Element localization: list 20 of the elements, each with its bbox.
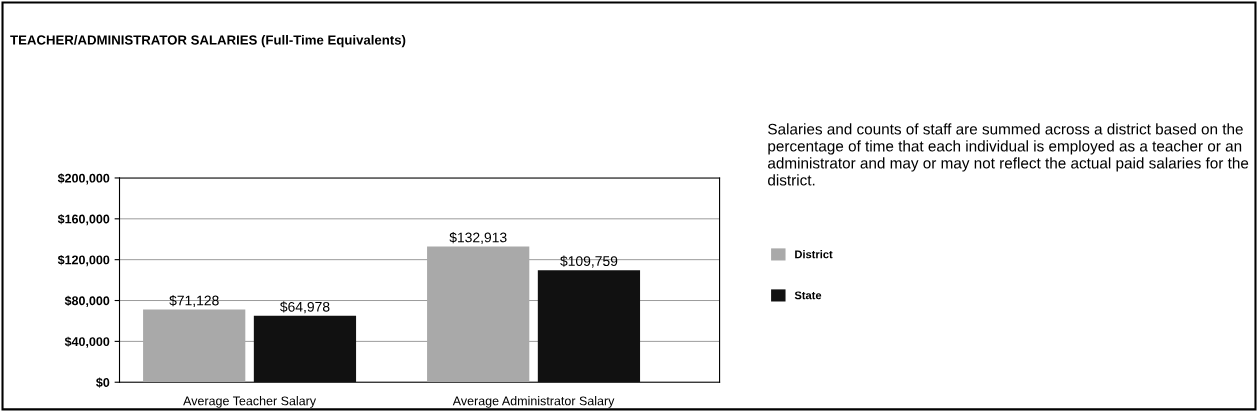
bar bbox=[143, 309, 246, 383]
x-tick-label: Average Teacher Salary bbox=[183, 396, 317, 408]
data-label: $64,978 bbox=[280, 301, 330, 314]
chart-title: TEACHER/ADMINISTRATOR SALARIES (Full-Time Equivalents) bbox=[10, 34, 406, 48]
legend-label: State bbox=[794, 291, 822, 300]
y-tick-label: $120,000 bbox=[57, 254, 110, 267]
y-tick-label: $200,000 bbox=[57, 173, 110, 185]
bar bbox=[537, 270, 641, 383]
legend-label: District bbox=[795, 250, 833, 259]
text: Salaries and counts of staff are summed across a district based on the percentage of time that each individual is employed as a teacher or an administrator and may or may not reflect the actual paid salaries for the district. bbox=[768, 123, 1249, 186]
bar bbox=[427, 246, 530, 383]
y-tick-label: $80,000 bbox=[64, 295, 110, 307]
y-tick-label: $160,000 bbox=[57, 214, 110, 226]
data-label: $132,913 bbox=[449, 231, 507, 244]
bar bbox=[253, 315, 357, 383]
y-tick-label: $40,000 bbox=[64, 336, 110, 348]
x-tick-label: Average Administrator Salary bbox=[452, 396, 615, 408]
data-label: $109,759 bbox=[560, 255, 618, 268]
data-label: $71,128 bbox=[169, 295, 219, 308]
y-tick-label: $0 bbox=[96, 377, 110, 388]
